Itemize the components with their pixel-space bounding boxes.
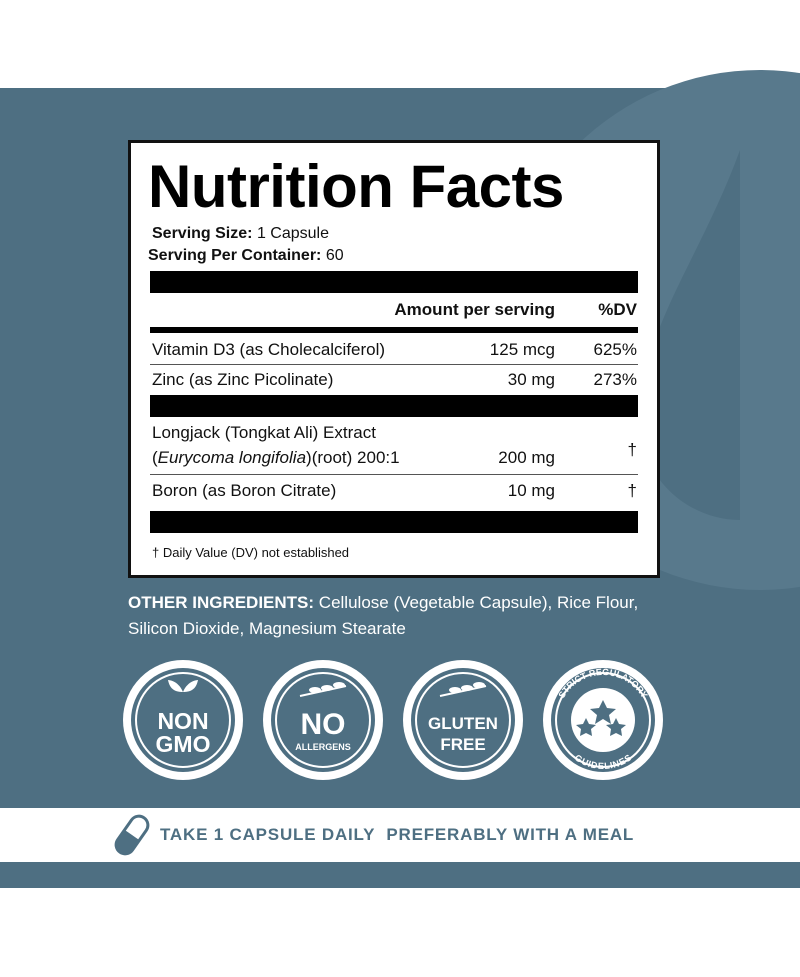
label-box [128, 140, 660, 578]
row-name: Vitamin D3 (as Cholecalciferol) [152, 340, 386, 359]
black-bar [150, 395, 638, 417]
servings: Serving Per Container: 60 [148, 246, 344, 266]
footnote: † Daily Value (DV) not established [152, 545, 350, 560]
paren: ( [152, 448, 158, 467]
thick-line [150, 327, 638, 333]
serving-size: Serving Size: 1 Capsule [152, 224, 329, 244]
footer-text: TAKE 1 CAPSULE DAILY PREFERABLY WITH A M… [160, 825, 634, 845]
row-amount: 30 mg [507, 370, 555, 389]
thin-line [150, 364, 638, 365]
extract-rest: )(root) 200:1 [306, 448, 400, 467]
capsule-icon [114, 814, 150, 856]
row-amount: 10 mg [507, 481, 555, 500]
servings-value: 60 [325, 247, 344, 264]
black-bar [150, 511, 638, 533]
latin-name: Eurycoma longifolia [157, 448, 307, 467]
row-name: Boron (as Boron Citrate) [152, 481, 337, 500]
extract-name-line1: Longjack (Tongkat Ali) Extract [152, 423, 376, 442]
decor-drop [640, 150, 740, 520]
row-amount: 125 mcg [489, 340, 555, 359]
black-bar [150, 271, 638, 293]
other-text: Cellulose (Vegetable Capsule), Rice Flou… [128, 593, 639, 638]
row-amount: 200 mg [498, 448, 555, 467]
footer-strip: TAKE 1 CAPSULE DAILY PREFERABLY WITH A M… [0, 808, 800, 862]
thin-line [150, 474, 638, 475]
other-ingredients: OTHER INGREDIENTS: Cellulose (Vegetable … [128, 590, 688, 642]
row-dv: 625% [593, 340, 637, 359]
other-label: OTHER INGREDIENTS: [128, 593, 315, 612]
serving-size-label: Serving Size: [152, 225, 253, 242]
footer-part1: TAKE 1 CAPSULE DAILY [160, 825, 376, 844]
row-name: Zinc (as Zinc Picolinate) [152, 370, 334, 389]
serving-size-value: 1 Capsule [256, 225, 329, 242]
label-title: Nutrition Facts [148, 153, 564, 220]
row-dv: † [627, 481, 637, 500]
servings-label: Serving Per Container: [148, 247, 322, 264]
extract-name-line2: (Eurycoma longifolia)(root) 200:1 [152, 448, 400, 468]
row-dv: 273% [593, 370, 637, 389]
row-dv: † [627, 440, 637, 459]
footer-part2: PREFERABLY WITH A MEAL [386, 825, 635, 844]
header-amount: Amount per serving [394, 300, 555, 319]
header-dv: %DV [598, 300, 637, 319]
